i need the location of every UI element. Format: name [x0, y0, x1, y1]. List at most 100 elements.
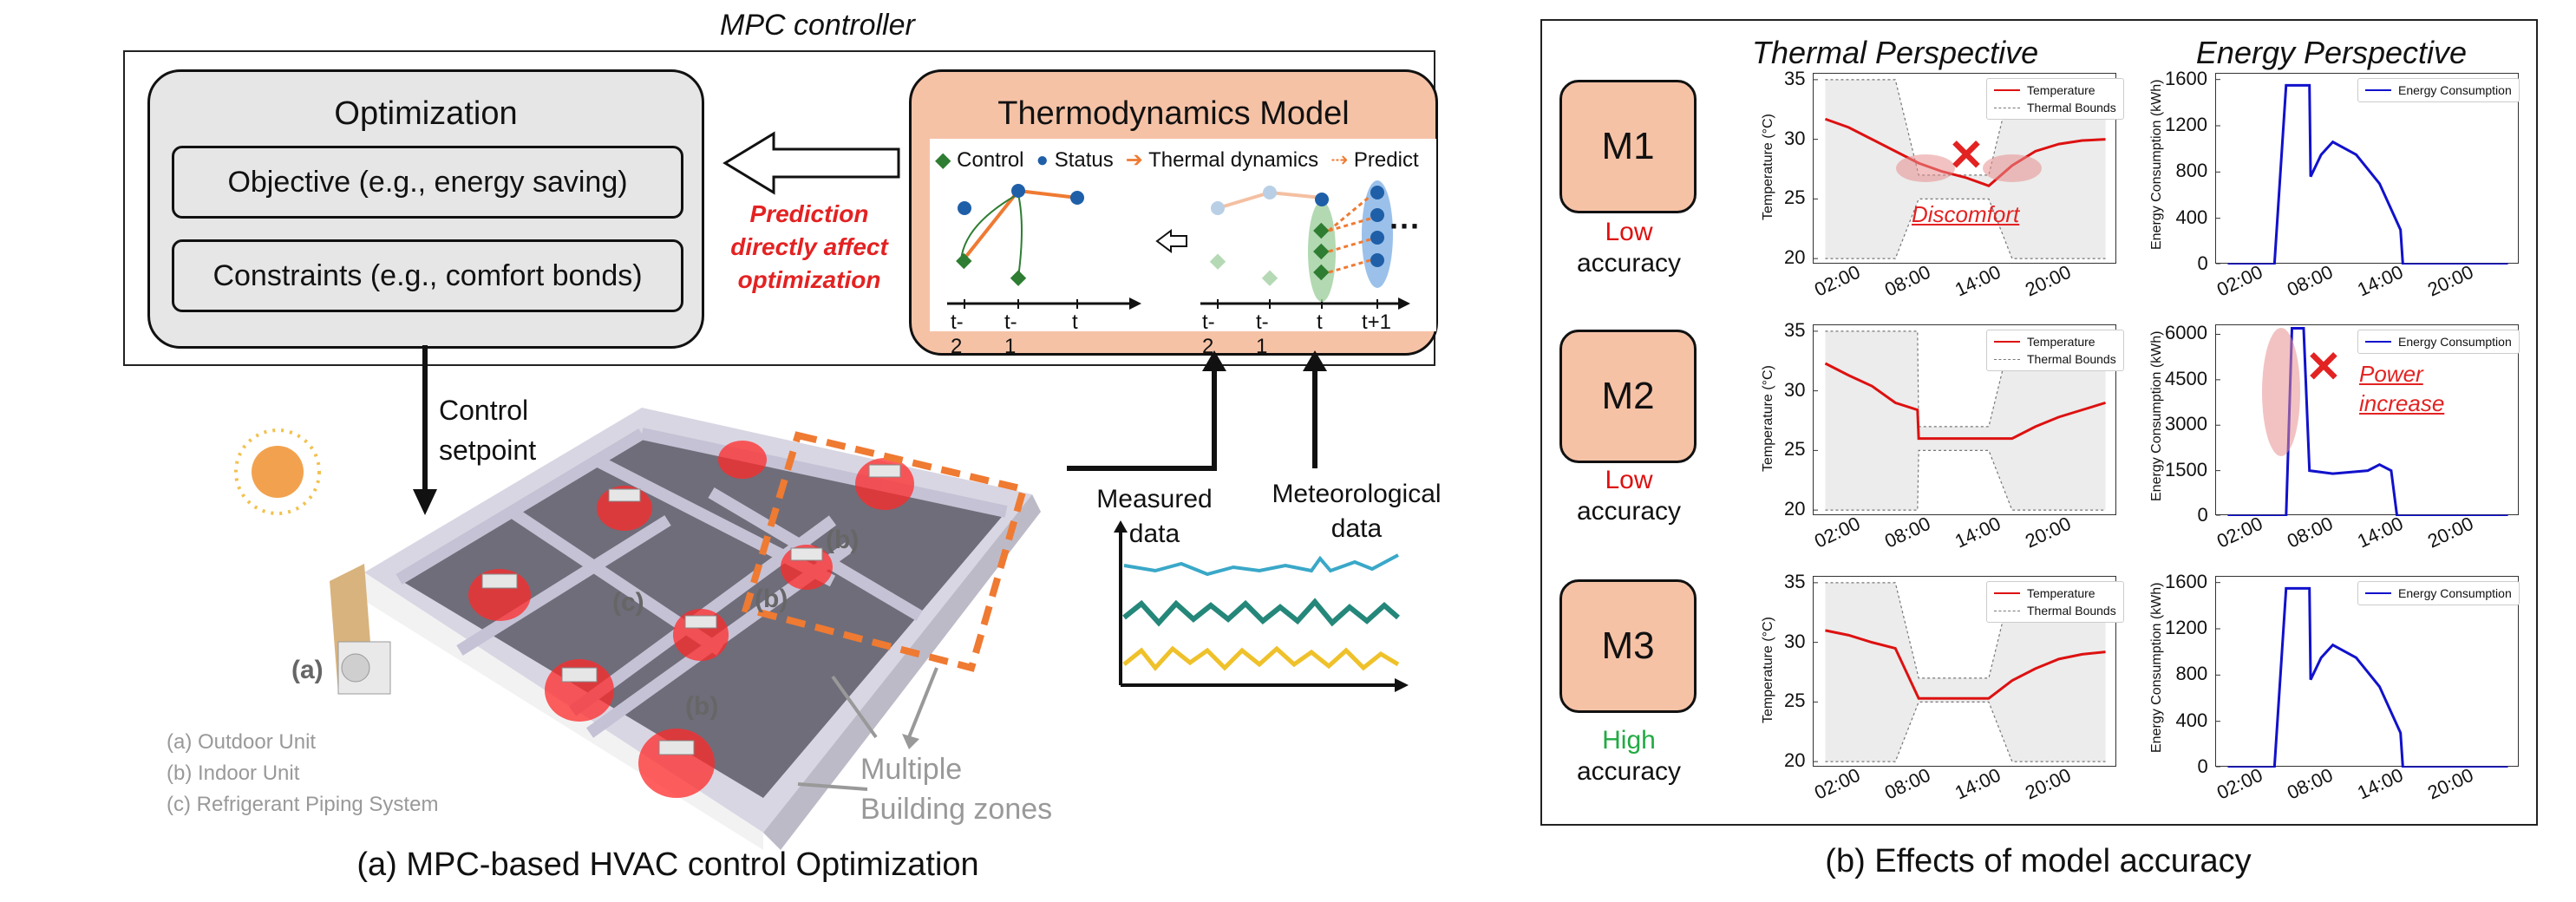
- energy-legend: Energy Consumption: [2357, 581, 2520, 605]
- accuracy-m3-word: accuracy: [1576, 757, 1682, 786]
- energy-legend: Energy Consumption: [2357, 330, 2520, 354]
- tick-right-t1: t-1: [1256, 310, 1269, 358]
- tick-right-t2: t-2: [1202, 310, 1215, 358]
- prediction-note-line3: optimization: [737, 266, 881, 293]
- temperature-line: [1825, 629, 2106, 700]
- thermal-ytick: 35: [1784, 570, 1806, 592]
- discomfort-cross-icon: ✕: [1948, 131, 1984, 180]
- model-box-m2: M2: [1559, 330, 1697, 463]
- objective-box: Objective (e.g., energy saving): [172, 146, 683, 219]
- energy-ytick: 1200: [2165, 617, 2207, 638]
- thermal-bounds-band: [1825, 330, 2106, 511]
- multiple-zones-line2: Building zones: [860, 793, 1053, 826]
- energy-ytick: 800: [2175, 160, 2208, 182]
- thermal-svg: [1814, 582, 2106, 762]
- energy-ytick: 0: [2197, 504, 2208, 526]
- energy-ytick: 6000: [2165, 322, 2207, 344]
- measured-line1: Measured: [1096, 485, 1213, 513]
- legend-bounds-label: Thermal Bounds: [2027, 604, 2116, 618]
- thermal-ylabel: Temperature (°C): [1761, 114, 1775, 220]
- legend-bounds-row: Thermal Bounds: [1994, 602, 2116, 619]
- units-legend-piping: (c) Refrigerant Piping System: [167, 793, 439, 816]
- building-illustration: [330, 408, 1041, 850]
- thermal-legend: Temperature Thermal Bounds: [1986, 330, 2124, 371]
- thermal-ytick: 30: [1784, 630, 1806, 652]
- energy-ytick: 0: [2197, 252, 2208, 274]
- energy-ytick: 1600: [2165, 67, 2207, 89]
- hollow-arrow-icon: [722, 131, 900, 195]
- data-sketch-chart: [1114, 520, 1409, 692]
- meteorological-data-label: Meteorological data: [1252, 477, 1461, 546]
- mpc-controller-title: MPC controller: [720, 9, 915, 42]
- legend-energy-row: Energy Consumption: [2365, 585, 2512, 602]
- energy-ytick: 4500: [2165, 367, 2207, 389]
- optimization-title: Optimization: [334, 95, 518, 132]
- tick-left-t: t: [1072, 310, 1078, 334]
- legend-temperature-label: Temperature: [2027, 83, 2095, 97]
- energy-plot-m1: [2215, 73, 2519, 265]
- tick-left-t2: t-2: [951, 310, 964, 358]
- thermal-ytick: 20: [1784, 749, 1806, 772]
- constraints-box: Constraints (e.g., comfort bonds): [172, 239, 683, 312]
- thermal-ytick: 30: [1784, 378, 1806, 401]
- legend-control: ◆ Control: [935, 148, 1024, 172]
- accuracy-m1-level: Low: [1605, 218, 1653, 246]
- meteorological-line1: Meteorological: [1272, 480, 1442, 508]
- thermal-ytick: 35: [1784, 318, 1806, 341]
- measured-data-label: Measured data: [1089, 482, 1219, 552]
- col-thermal-title: Thermal Perspective: [1752, 35, 2039, 70]
- accuracy-m3: High accuracy: [1542, 725, 1716, 788]
- col-energy-title: Energy Perspective: [2195, 35, 2468, 70]
- thermal-ylabel: Temperature (°C): [1761, 365, 1775, 472]
- energy-line: [2227, 83, 2508, 265]
- energy-svg: [2216, 582, 2508, 768]
- control-setpoint-arrow: [413, 345, 437, 515]
- upper-bound-line: [1825, 79, 2106, 176]
- model-box-m1: M1: [1559, 80, 1697, 213]
- thermal-legend: Temperature Thermal Bounds: [1986, 78, 2124, 120]
- legend-predict: ⇢ Predict: [1330, 148, 1419, 172]
- zone-label-b3: (b): [685, 692, 719, 721]
- units-legend-indoor: (b) Indoor Unit: [167, 761, 300, 785]
- legend-temperature-row: Temperature: [1994, 82, 2116, 99]
- measured-line2: data: [1128, 520, 1180, 548]
- units-legend-outdoor: (a) Outdoor Unit: [167, 730, 317, 754]
- energy-ytick: 400: [2175, 709, 2208, 731]
- energy-ytick: 400: [2175, 206, 2208, 228]
- units-legend: (a) Outdoor Unit (b) Indoor Unit (c) Ref…: [167, 727, 438, 820]
- panel-b-frame: [1540, 19, 2538, 826]
- sun-icon: [234, 428, 321, 515]
- legend-thermal: ➔ Thermal dynamics: [1125, 148, 1319, 172]
- control-label-line1: Control: [439, 395, 529, 426]
- energy-legend: Energy Consumption: [2357, 78, 2520, 102]
- accuracy-m2: Low accuracy: [1542, 465, 1716, 527]
- thermal-bounds-band: [1825, 79, 2106, 259]
- legend-bounds-row: Thermal Bounds: [1994, 350, 2116, 368]
- control-setpoint-label: Control setpoint: [439, 390, 536, 470]
- thermal-bounds-band: [1825, 582, 2106, 762]
- model-input-arrows: [1067, 350, 1327, 471]
- legend-temperature-label: Temperature: [2027, 335, 2095, 349]
- thermal-ytick: 35: [1784, 67, 1806, 89]
- zone-label-b1: (b): [755, 585, 788, 613]
- legend-energy-row: Energy Consumption: [2365, 82, 2512, 99]
- legend-temperature-row: Temperature: [1994, 333, 2116, 350]
- lower-bound-line: [1825, 449, 2106, 511]
- energy-line: [2227, 586, 2508, 768]
- zone-pointer-arrows: [797, 667, 938, 791]
- power-increase-highlight: [2262, 328, 2300, 456]
- meteorological-line2: data: [1330, 514, 1383, 543]
- accuracy-m3-level: High: [1602, 726, 1656, 755]
- power-cross-icon: ✕: [2305, 343, 2342, 391]
- prediction-note-line2: directly affect: [730, 233, 888, 260]
- energy-ylabel: Energy Consumption (kWh): [2149, 582, 2164, 753]
- tick-left-t1: t-1: [1004, 310, 1017, 358]
- model-legend: ◆ Control ● Status ➔ Thermal dynamics ⇢ …: [935, 147, 1419, 173]
- tick-right-t: t: [1317, 310, 1323, 334]
- power-increase-label: Power increase: [2359, 359, 2444, 418]
- legend-bounds-row: Thermal Bounds: [1994, 99, 2116, 116]
- thermal-svg: [1814, 79, 2106, 259]
- legend-bounds-label: Thermal Bounds: [2027, 101, 2116, 114]
- energy-svg: [2216, 79, 2508, 265]
- thermal-ytick: 30: [1784, 127, 1806, 149]
